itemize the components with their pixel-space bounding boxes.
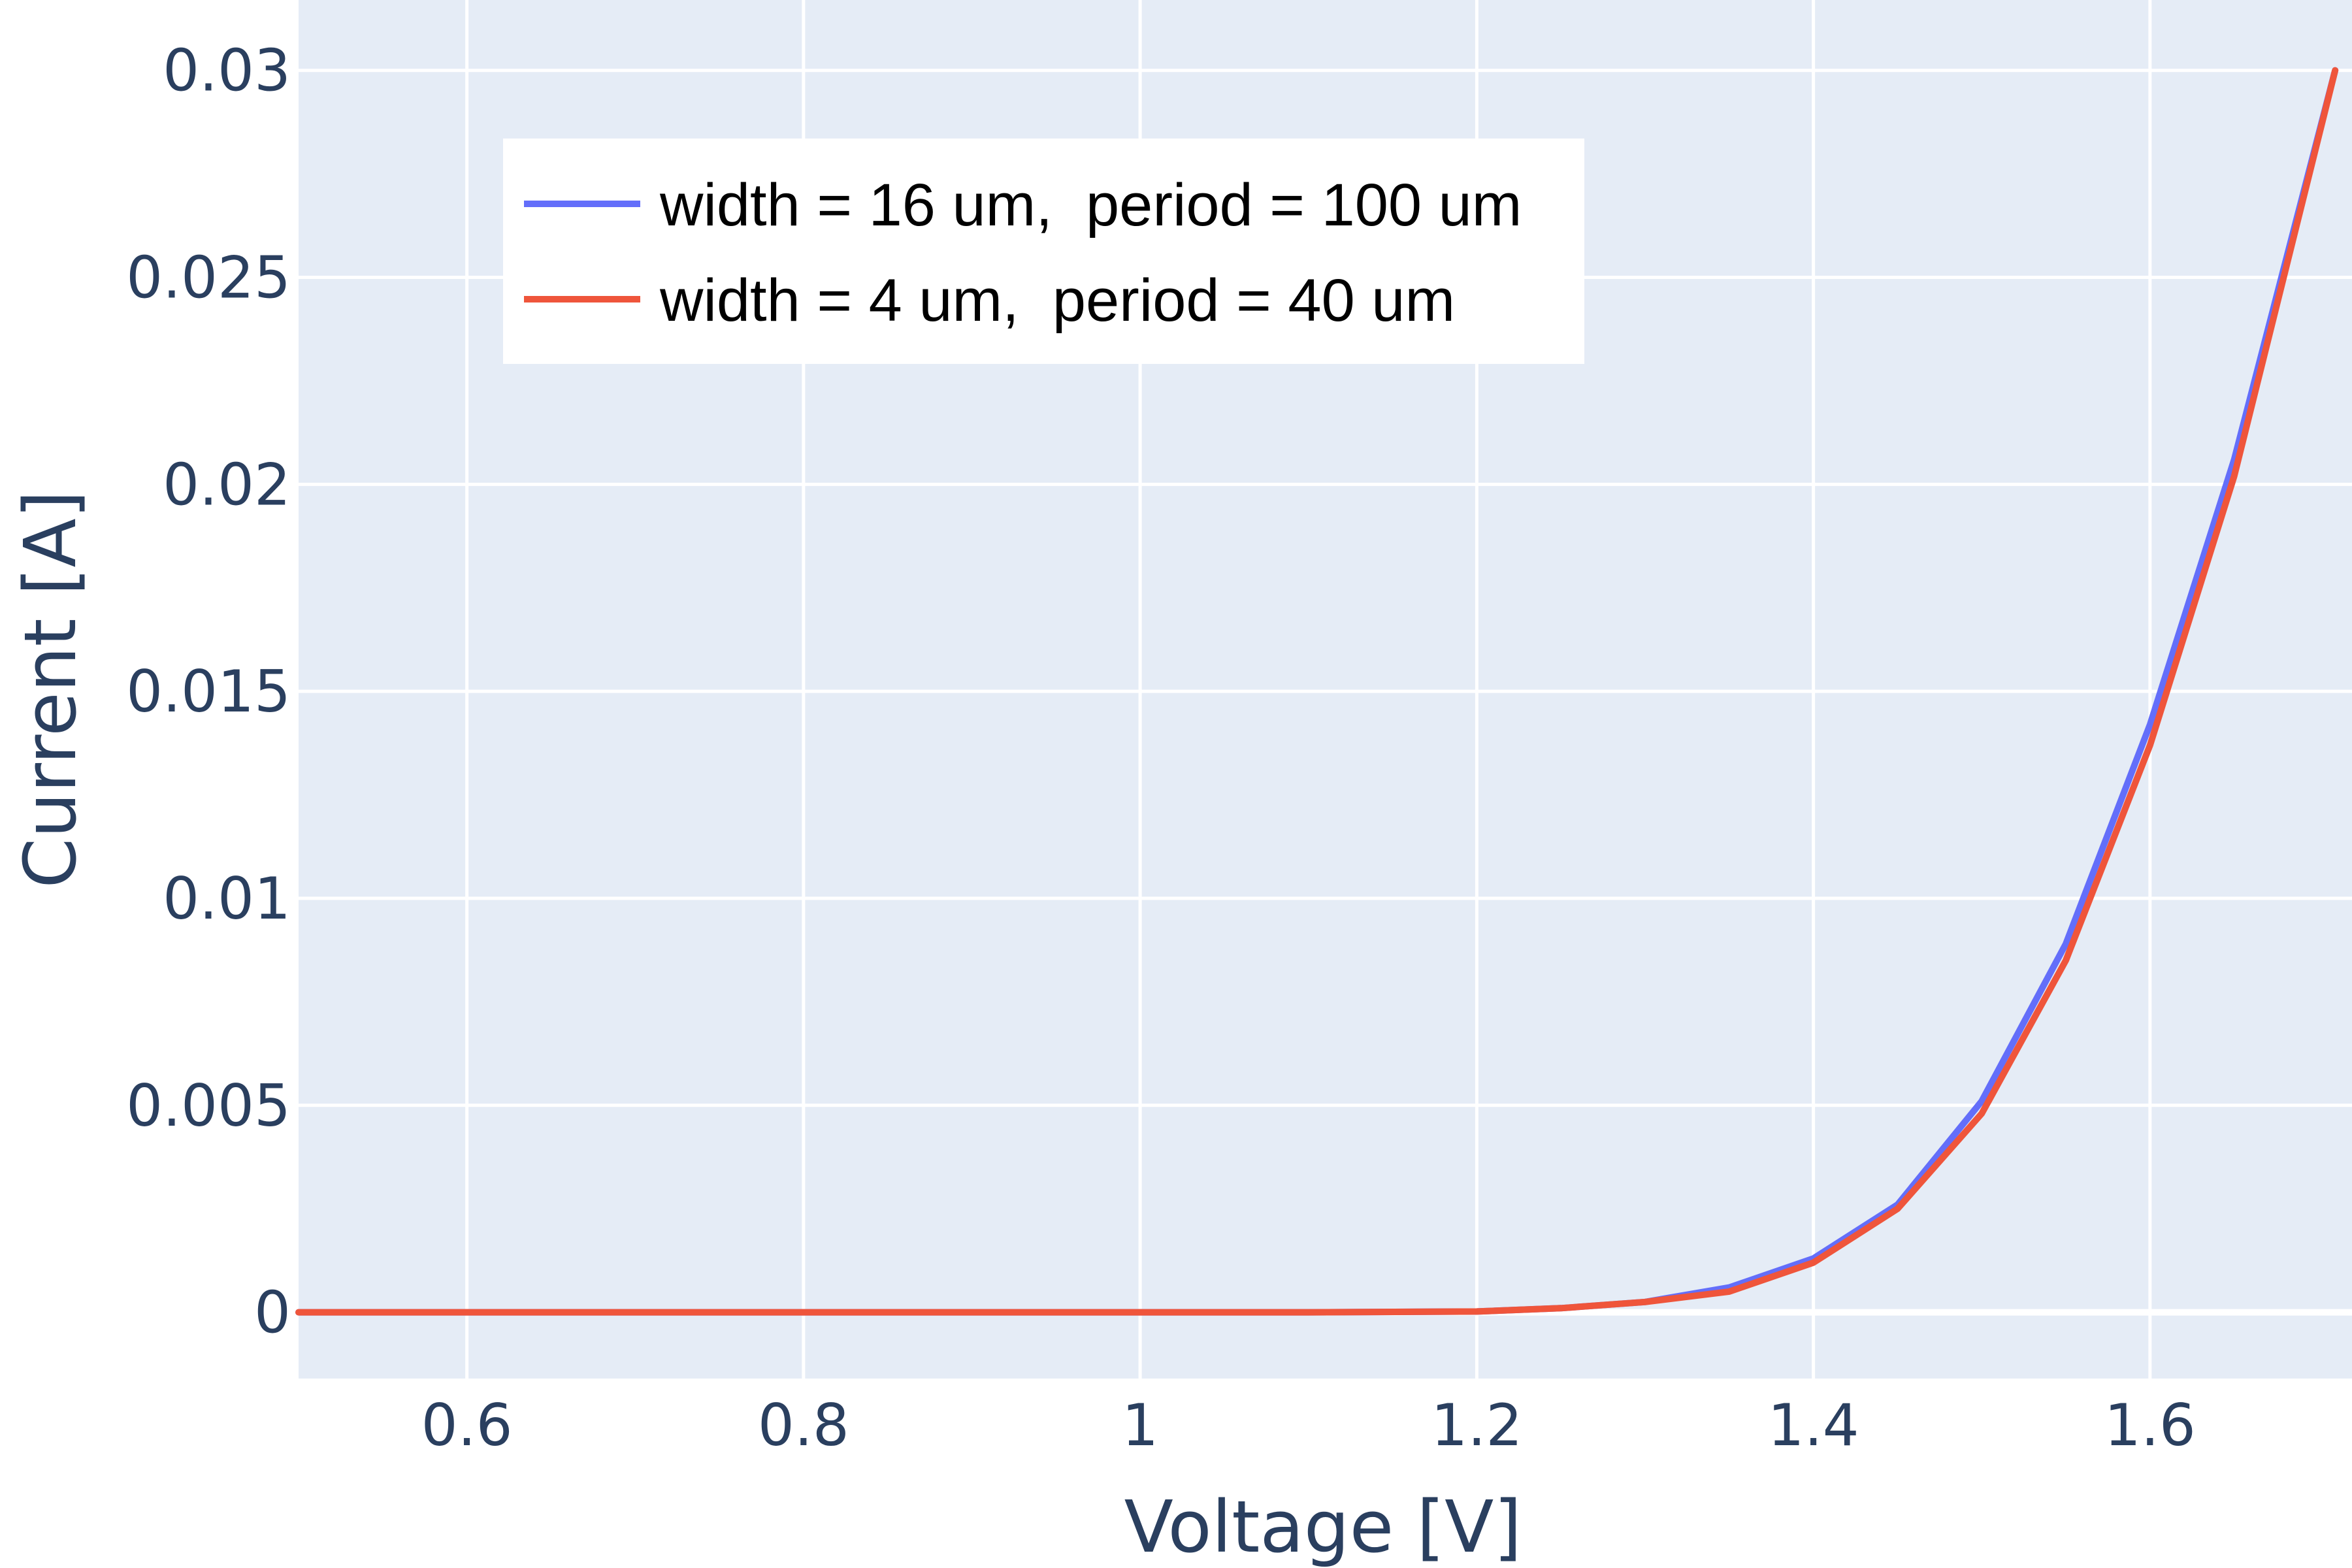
x-tick-label: 1 xyxy=(1122,1392,1158,1459)
y-tick-label: 0 xyxy=(254,1279,291,1347)
y-tick-label: 0.01 xyxy=(163,865,291,932)
x-axis-title: Voltage [V] xyxy=(1124,1485,1522,1568)
x-tick-label: 1.2 xyxy=(1431,1392,1522,1459)
legend-label-series-1: width = 16 um, period = 100 um xyxy=(659,172,1522,238)
y-axis-ticks: 0 0.005 0.01 0.015 0.02 0.025 0.03 xyxy=(126,37,291,1347)
y-tick-label: 0.03 xyxy=(163,37,291,105)
x-tick-label: 0.8 xyxy=(758,1392,849,1459)
x-tick-label: 0.6 xyxy=(421,1392,513,1459)
y-tick-label: 0.015 xyxy=(126,658,291,725)
x-tick-label: 1.4 xyxy=(1768,1392,1859,1459)
y-tick-label: 0.005 xyxy=(126,1072,291,1139)
series-layer xyxy=(295,67,2339,1316)
y-tick-label: 0.02 xyxy=(163,451,291,518)
y-gridlines xyxy=(299,69,2352,1316)
legend-label-series-2: width = 4 um, period = 40 um xyxy=(659,267,1455,334)
y-axis-title: Current [A] xyxy=(8,490,92,888)
legend: width = 16 um, period = 100 um width = 4… xyxy=(503,139,1584,364)
series-line-2 xyxy=(295,67,2339,1316)
x-tick-label: 1.6 xyxy=(2104,1392,2196,1459)
y-tick-label: 0.025 xyxy=(126,244,291,312)
x-axis-ticks: 0.6 0.8 1 1.2 1.4 1.6 xyxy=(421,1392,2196,1459)
legend-box xyxy=(503,139,1584,364)
